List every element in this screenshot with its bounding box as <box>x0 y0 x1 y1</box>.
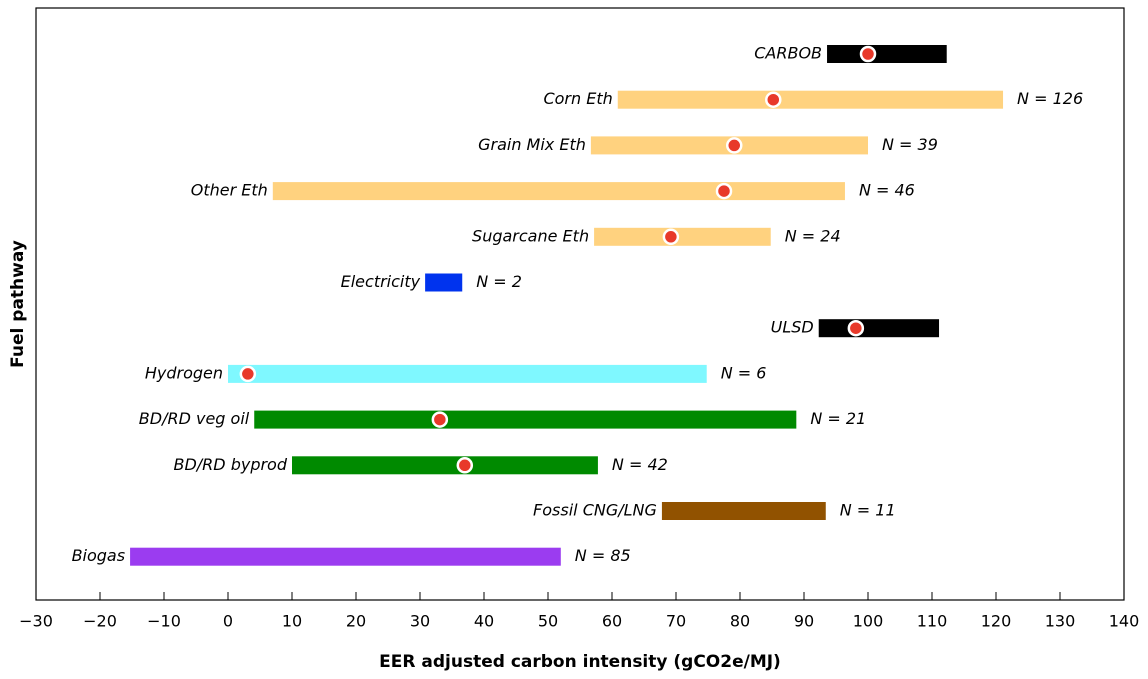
n-label: N = 6 <box>721 363 767 382</box>
x-tick-label: 10 <box>282 612 302 631</box>
n-label: N = 85 <box>575 546 631 565</box>
range-bar <box>272 182 845 201</box>
category-label: Fossil CNG/LNG <box>533 501 657 520</box>
x-tick-label: 20 <box>346 612 366 631</box>
plot-frame <box>35 7 1125 601</box>
marker <box>725 137 743 154</box>
category-label: Corn Eth <box>543 89 612 108</box>
marker <box>847 319 865 337</box>
x-tick-label: −30 <box>19 612 53 631</box>
x-tick-label: 30 <box>410 612 430 631</box>
range-bar <box>661 502 826 520</box>
range-bar <box>617 90 1004 109</box>
x-tick-label: 140 <box>1109 612 1140 631</box>
category-label: Sugarcane Eth <box>472 226 589 245</box>
n-label: N = 11 <box>840 501 896 520</box>
marker <box>715 182 733 200</box>
x-tick-label: −20 <box>83 612 117 631</box>
range-bar <box>594 227 771 246</box>
category-label: Electricity <box>341 272 421 291</box>
range-bar <box>254 410 797 429</box>
range-bar <box>818 319 940 338</box>
x-axis-title: EER adjusted carbon intensity (gCO2e/MJ) <box>379 652 781 672</box>
x-tick-label: 40 <box>474 612 494 631</box>
range-bar <box>425 273 463 292</box>
marker <box>456 457 474 474</box>
category-label: BD/RD veg oil <box>139 409 250 428</box>
category-label: ULSD <box>771 318 814 337</box>
range-bar <box>228 364 707 383</box>
n-label: N = 42 <box>612 455 668 474</box>
range-bar <box>292 456 598 475</box>
n-label: N = 126 <box>1017 89 1083 108</box>
x-tick-label: 80 <box>730 612 750 631</box>
x-tick-label: 110 <box>917 612 948 631</box>
category-label: Hydrogen <box>145 363 223 382</box>
x-tick-label: 120 <box>981 612 1012 631</box>
marker <box>765 91 782 108</box>
marker <box>239 365 257 383</box>
x-tick-label: 100 <box>853 612 884 631</box>
x-tick-label: −10 <box>147 612 181 631</box>
x-tick-label: 60 <box>602 612 622 631</box>
category-label: Other Eth <box>191 181 268 200</box>
x-tick-label: 0 <box>223 612 233 631</box>
category-label: BD/RD byprod <box>173 455 287 474</box>
category-label: Grain Mix Eth <box>478 135 586 154</box>
y-axis-title: Fuel pathway <box>8 240 28 368</box>
n-label: N = 46 <box>859 181 915 200</box>
x-tick-label: 50 <box>538 612 558 631</box>
n-label: N = 39 <box>882 135 938 154</box>
n-label: N = 24 <box>785 226 841 245</box>
n-label: N = 2 <box>476 272 522 291</box>
range-bar <box>130 547 561 566</box>
x-tick-label: 130 <box>1045 612 1076 631</box>
range-bar <box>827 45 947 63</box>
x-tick-label: 70 <box>666 612 686 631</box>
marker <box>431 411 449 428</box>
category-label: Biogas <box>72 546 126 565</box>
category-label: CARBOB <box>754 44 822 63</box>
n-label: N = 21 <box>810 409 866 428</box>
marker <box>662 228 680 246</box>
x-tick-label: 90 <box>794 612 814 631</box>
marker <box>859 45 877 63</box>
